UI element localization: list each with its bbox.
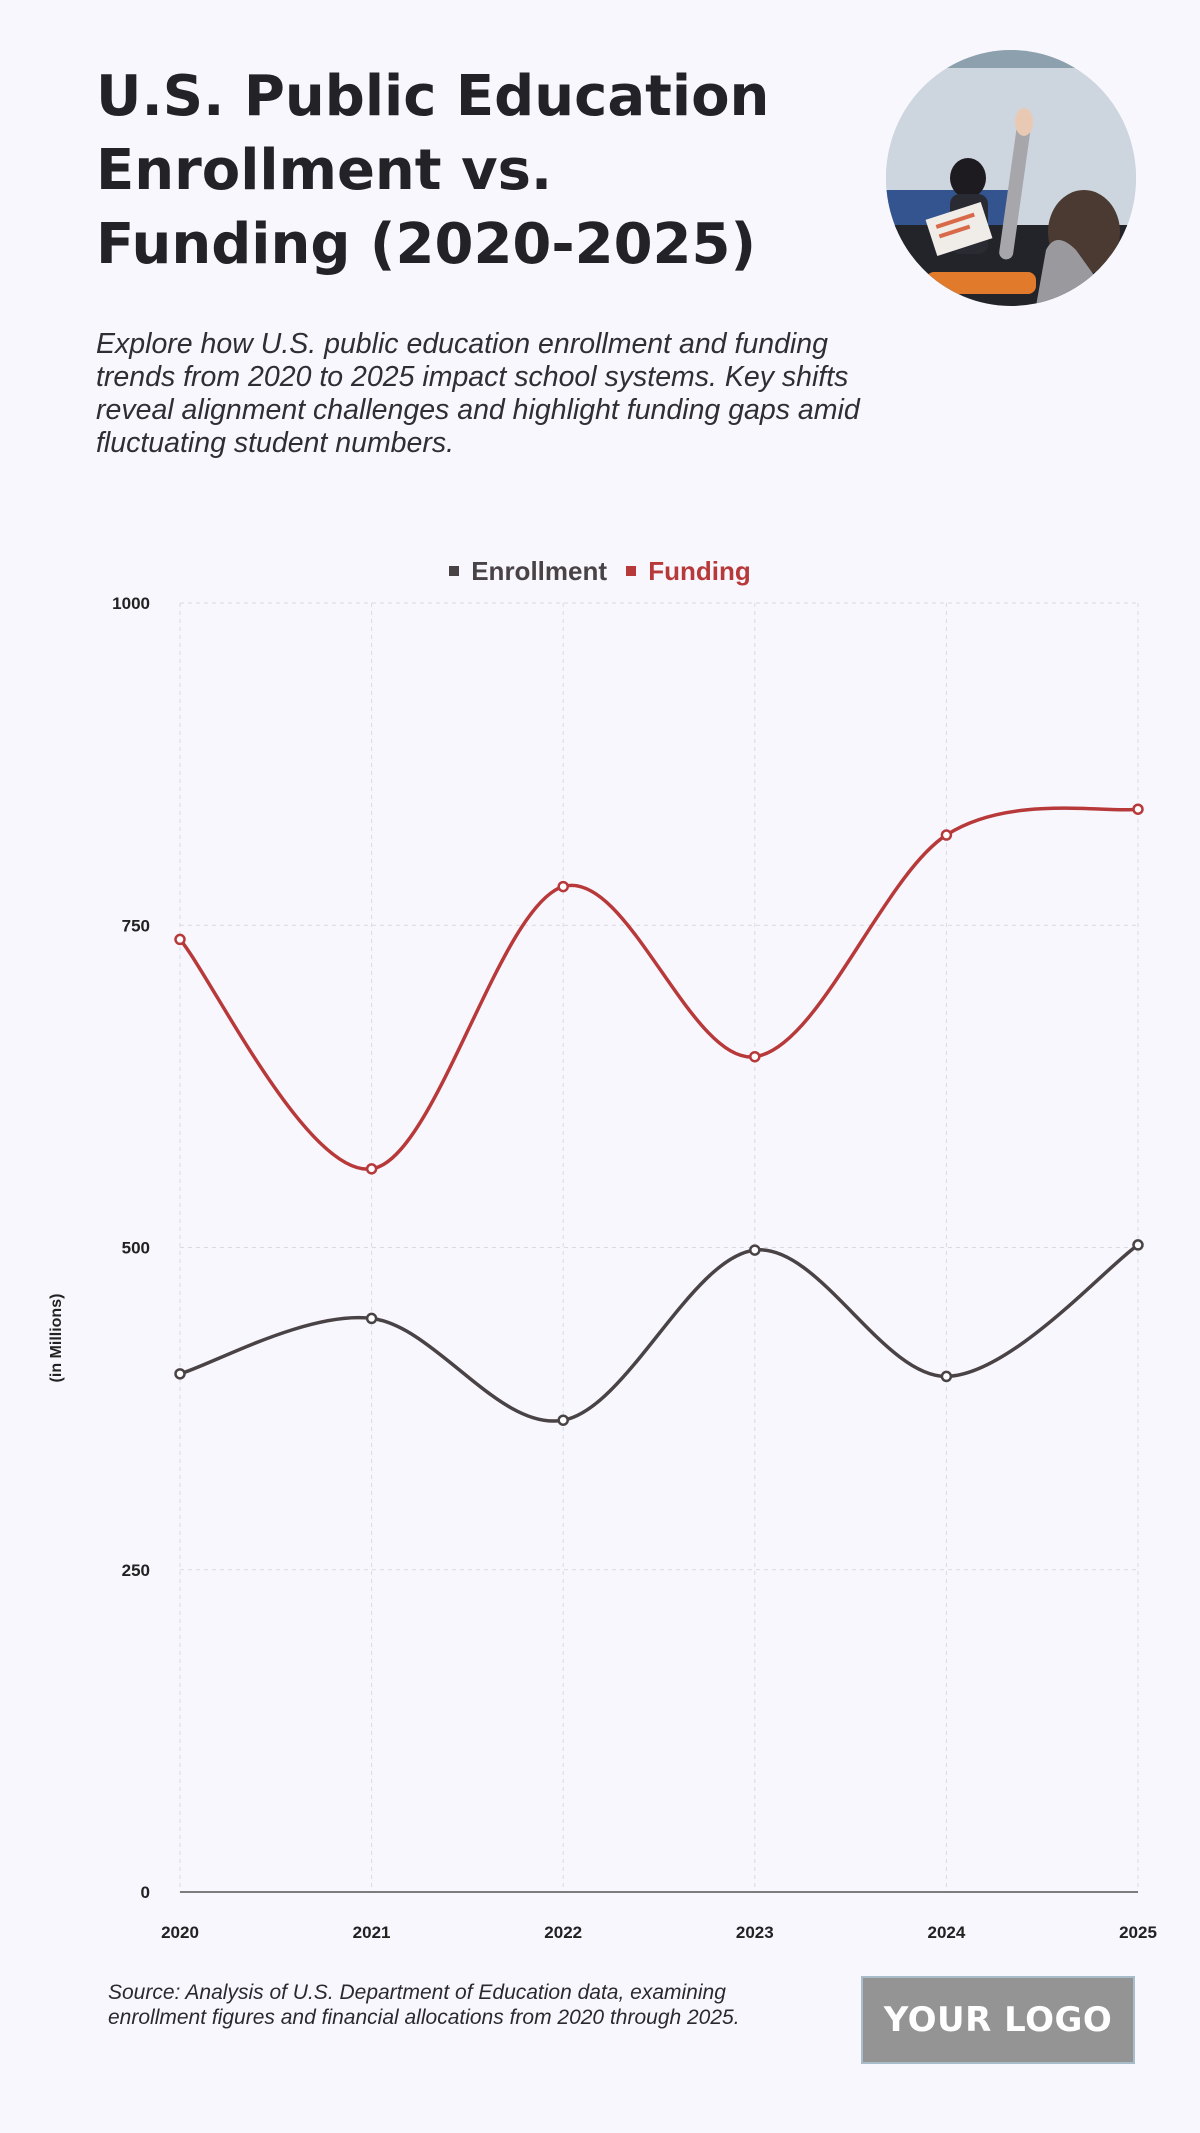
series-line-funding bbox=[178, 806, 1140, 1171]
data-point-enrollment bbox=[940, 1370, 953, 1383]
x-tick-label: 2020 bbox=[161, 1923, 199, 1942]
data-point-enrollment bbox=[557, 1414, 569, 1426]
legend-item-funding[interactable]: Funding bbox=[626, 556, 751, 587]
data-point-funding bbox=[365, 1163, 378, 1175]
data-point-enrollment bbox=[174, 1368, 186, 1380]
x-tick-label: 2021 bbox=[353, 1923, 391, 1942]
logo-placeholder[interactable]: YOUR LOGO bbox=[861, 1976, 1135, 2064]
x-tick-label: 2023 bbox=[736, 1923, 774, 1942]
page-subtitle: Explore how U.S. public education enroll… bbox=[96, 328, 860, 459]
page-title: U.S. Public Education Enrollment vs. Fun… bbox=[96, 64, 770, 277]
source-note: Source: Analysis of U.S. Department of E… bbox=[108, 1981, 740, 2029]
y-tick-label: 0 bbox=[141, 1883, 150, 1902]
data-point-funding bbox=[749, 1050, 761, 1063]
legend-item-enrollment[interactable]: Enrollment bbox=[449, 556, 607, 587]
data-point-funding bbox=[940, 829, 953, 841]
data-point-enrollment bbox=[749, 1244, 761, 1256]
y-tick-label: 500 bbox=[122, 1239, 150, 1258]
legend-swatch-funding bbox=[626, 566, 637, 576]
data-point-funding bbox=[174, 933, 186, 946]
legend-swatch-enrollment bbox=[449, 566, 460, 576]
x-tick-label: 2024 bbox=[927, 1923, 965, 1942]
legend-label-funding: Funding bbox=[648, 555, 751, 586]
x-tick-label: 2025 bbox=[1119, 1923, 1157, 1942]
classroom-photo bbox=[886, 50, 1136, 306]
chart-legend: Enrollment Funding bbox=[0, 552, 1200, 587]
data-point-funding bbox=[1132, 803, 1144, 815]
legend-label-enrollment: Enrollment bbox=[471, 555, 608, 586]
y-axis-label: (in Millions) bbox=[48, 1293, 65, 1383]
y-tick-label: 1000 bbox=[112, 594, 150, 613]
y-tick-label: 250 bbox=[122, 1561, 150, 1580]
data-point-enrollment bbox=[365, 1312, 378, 1325]
y-tick-label: 750 bbox=[122, 916, 150, 935]
series-line-enrollment bbox=[178, 1243, 1140, 1423]
data-point-enrollment bbox=[1132, 1239, 1144, 1251]
x-tick-label: 2022 bbox=[544, 1923, 582, 1942]
data-point-funding bbox=[557, 880, 569, 893]
